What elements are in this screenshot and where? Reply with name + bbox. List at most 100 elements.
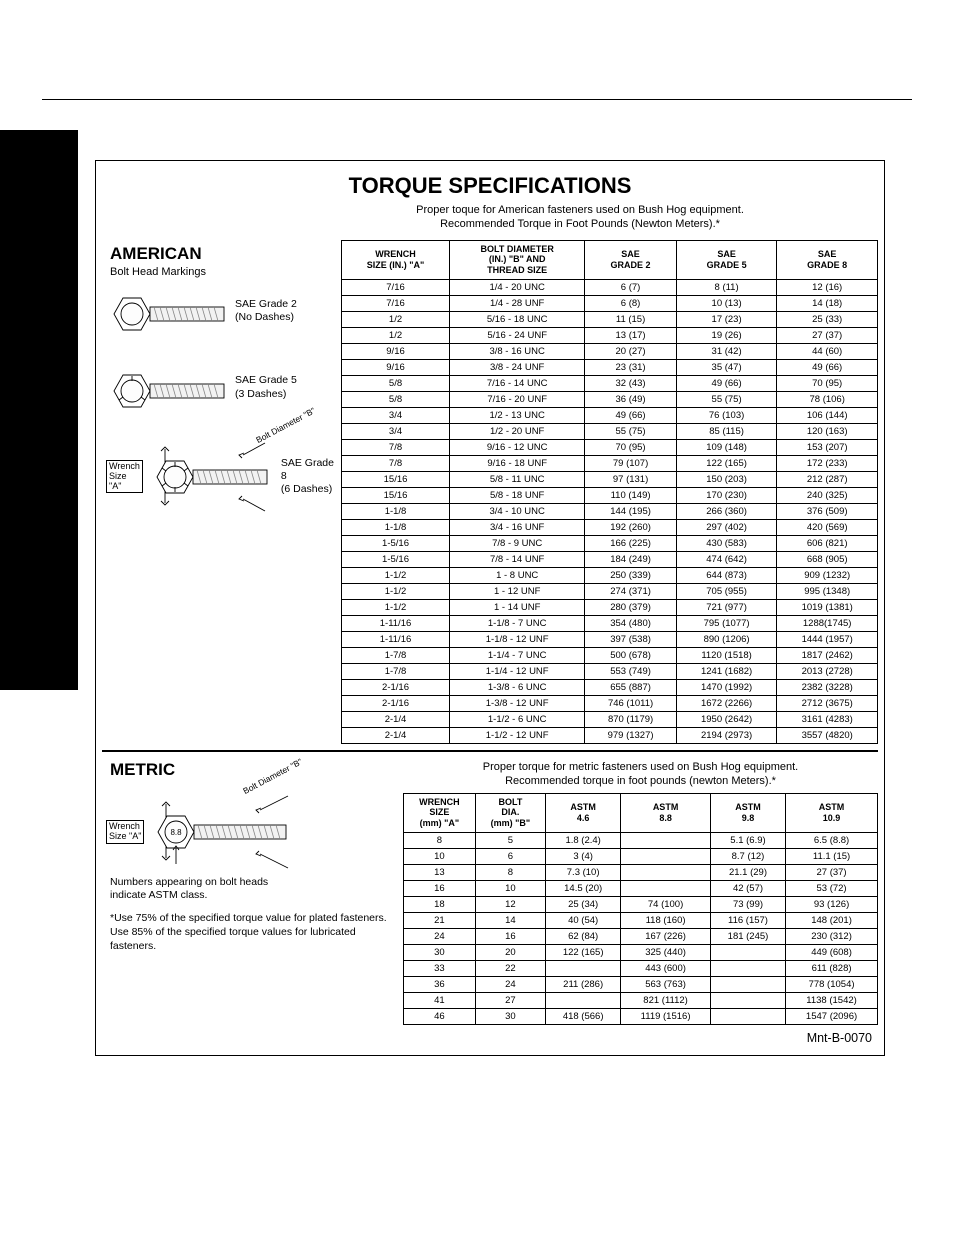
table-cell: 23 (31) <box>585 359 676 375</box>
table-cell: 1-1/4 - 7 UNC <box>450 647 585 663</box>
table-cell: 55 (75) <box>676 391 777 407</box>
table-cell <box>710 1008 785 1024</box>
table-cell: 9/16 - 12 UNC <box>450 439 585 455</box>
table-cell: 70 (95) <box>585 439 676 455</box>
table-cell <box>710 944 785 960</box>
table-cell: 1119 (1516) <box>621 1008 711 1024</box>
table-row: 3322443 (600)611 (828) <box>404 960 878 976</box>
table-cell: 746 (1011) <box>585 695 676 711</box>
table-cell: 354 (480) <box>585 615 676 631</box>
table-cell: 3557 (4820) <box>777 727 878 743</box>
metric-wrench-size-label: Wrench Size "A" <box>106 820 144 844</box>
table-cell: 430 (583) <box>676 535 777 551</box>
table-cell: 655 (887) <box>585 679 676 695</box>
table-cell: 46 <box>404 1008 476 1024</box>
table-cell: 1-1/4 - 12 UNF <box>450 663 585 679</box>
table-cell <box>621 880 711 896</box>
table-cell: 30 <box>404 944 476 960</box>
table-row: 4127821 (1112)1138 (1542) <box>404 992 878 1008</box>
table-row: 3/41/2 - 20 UNF55 (75)85 (115)120 (163) <box>342 423 878 439</box>
table-cell: 122 (165) <box>676 455 777 471</box>
table-cell: 93 (126) <box>786 896 878 912</box>
table-cell: 49 (66) <box>777 359 878 375</box>
table-cell: 7.3 (10) <box>546 864 621 880</box>
table-cell: 24 <box>404 928 476 944</box>
table-cell: 150 (203) <box>676 471 777 487</box>
table-row: 1-1/21 - 12 UNF274 (371)705 (955)995 (13… <box>342 583 878 599</box>
table-header: BOLT DIA. (mm) "B" <box>475 793 545 832</box>
table-row: 7/161/4 - 28 UNF6 (8)10 (13)14 (18) <box>342 295 878 311</box>
table-cell: 22 <box>475 960 545 976</box>
table-cell: 5/8 <box>342 375 450 391</box>
table-cell: 3/4 <box>342 407 450 423</box>
table-cell: 3161 (4283) <box>777 711 878 727</box>
side-tab <box>0 130 78 690</box>
table-cell: 11 (15) <box>585 311 676 327</box>
table-cell: 1-1/2 <box>342 567 450 583</box>
table-cell: 1.8 (2.4) <box>546 832 621 848</box>
table-cell: 3/8 - 24 UNF <box>450 359 585 375</box>
table-cell: 211 (286) <box>546 976 621 992</box>
table-cell: 148 (201) <box>786 912 878 928</box>
table-cell: 2-1/16 <box>342 679 450 695</box>
table-cell: 1672 (2266) <box>676 695 777 711</box>
table-cell: 120 (163) <box>777 423 878 439</box>
table-cell: 15/16 <box>342 471 450 487</box>
table-cell: 9/16 - 18 UNF <box>450 455 585 471</box>
table-cell: 184 (249) <box>585 551 676 567</box>
table-cell: 10 <box>475 880 545 896</box>
table-cell: 166 (225) <box>585 535 676 551</box>
table-cell: 97 (131) <box>585 471 676 487</box>
table-row: 4630418 (566)1119 (1516)1547 (2096) <box>404 1008 878 1024</box>
table-row: 2-1/41-1/2 - 6 UNC870 (1179)1950 (2642)3… <box>342 711 878 727</box>
table-row: 1-5/167/8 - 9 UNC166 (225)430 (583)606 (… <box>342 535 878 551</box>
table-cell: 7/16 <box>342 279 450 295</box>
table-row: 1-11/161-1/8 - 7 UNC354 (480)795 (1077)1… <box>342 615 878 631</box>
table-cell: 8 (11) <box>676 279 777 295</box>
table-cell: 3/8 - 16 UNC <box>450 343 585 359</box>
table-cell: 397 (538) <box>585 631 676 647</box>
table-cell <box>710 960 785 976</box>
table-row: 7/89/16 - 18 UNF79 (107)122 (165)172 (23… <box>342 455 878 471</box>
table-cell: 116 (157) <box>710 912 785 928</box>
table-cell <box>546 960 621 976</box>
table-cell: 70 (95) <box>777 375 878 391</box>
bolt-head-markings-label: Bolt Head Markings <box>110 266 337 278</box>
table-cell: 240 (325) <box>777 487 878 503</box>
table-header: WRENCH SIZE (IN.) "A" <box>342 240 450 279</box>
table-cell: 995 (1348) <box>777 583 878 599</box>
table-cell: 2-1/4 <box>342 727 450 743</box>
table-cell: 42 (57) <box>710 880 785 896</box>
grade8-block: Bolt Diameter "B" Wrench Size "A" <box>106 437 337 517</box>
table-row: 1387.3 (10)21.1 (29)27 (37) <box>404 864 878 880</box>
table-cell: 27 (37) <box>786 864 878 880</box>
table-cell: 1-11/16 <box>342 631 450 647</box>
table-cell: 8.7 (12) <box>710 848 785 864</box>
table-cell: 27 <box>475 992 545 1008</box>
table-cell: 1/4 - 20 UNC <box>450 279 585 295</box>
american-left: AMERICAN Bolt Head Markings SAE Grade 2 … <box>102 240 337 744</box>
table-cell: 2382 (3228) <box>777 679 878 695</box>
svg-text:8.8: 8.8 <box>171 828 183 837</box>
table-cell: 55 (75) <box>585 423 676 439</box>
table-cell: 2712 (3675) <box>777 695 878 711</box>
table-cell: 49 (66) <box>676 375 777 391</box>
table-cell <box>710 992 785 1008</box>
table-cell: 1241 (1682) <box>676 663 777 679</box>
table-cell: 870 (1179) <box>585 711 676 727</box>
table-header: ASTM 8.8 <box>621 793 711 832</box>
table-cell: 644 (873) <box>676 567 777 583</box>
table-cell: 266 (360) <box>676 503 777 519</box>
table-cell: 449 (608) <box>786 944 878 960</box>
table-cell: 14 (18) <box>777 295 878 311</box>
table-row: 15/165/8 - 18 UNF110 (149)170 (230)240 (… <box>342 487 878 503</box>
table-cell: 181 (245) <box>710 928 785 944</box>
table-cell: 3/4 - 16 UNF <box>450 519 585 535</box>
table-cell: 376 (509) <box>777 503 878 519</box>
table-cell: 18 <box>404 896 476 912</box>
table-cell: 420 (569) <box>777 519 878 535</box>
table-cell: 1288(1745) <box>777 615 878 631</box>
table-row: 3/41/2 - 13 UNC49 (66)76 (103)106 (144) <box>342 407 878 423</box>
table-row: 1-7/81-1/4 - 7 UNC500 (678)1120 (1518)18… <box>342 647 878 663</box>
table-cell: 10 <box>404 848 476 864</box>
